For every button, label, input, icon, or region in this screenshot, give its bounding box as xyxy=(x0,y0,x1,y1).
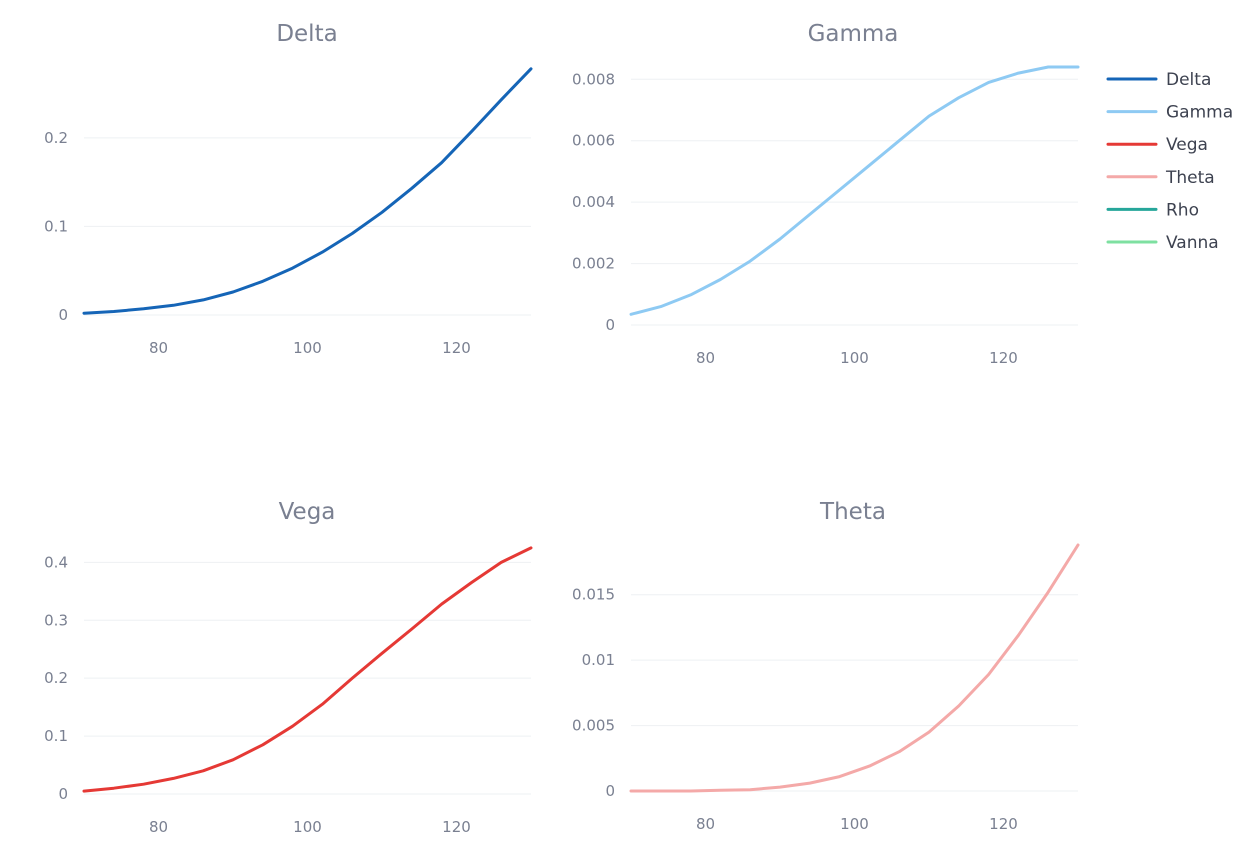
chart-panels: Delta 0 0.1 0.2 80 100 120 Gamma 0 0.002 0.004 0.00… xyxy=(44,21,1080,836)
legend-label: Vega xyxy=(1166,135,1208,155)
x-tick-label: 100 xyxy=(293,818,322,836)
y-tick-label: 0.2 xyxy=(44,669,68,687)
theta-panel: Theta 0 0.005 0.01 0.015 80 100 120 xyxy=(572,499,1080,833)
theta-line xyxy=(629,543,1080,793)
legend-item: Vanna xyxy=(1106,233,1219,253)
delta-panel: Delta 0 0.1 0.2 80 100 120 xyxy=(44,21,533,357)
x-tick-label: 120 xyxy=(442,339,471,357)
x-tick-label: 120 xyxy=(989,815,1018,833)
y-tick-label: 0.3 xyxy=(44,611,68,629)
y-tick-label: 0 xyxy=(58,785,68,803)
chart-title: Theta xyxy=(819,499,886,525)
x-tick-label: 80 xyxy=(696,815,715,833)
y-tick-label: 0.006 xyxy=(572,132,615,150)
legend-item: Rho xyxy=(1106,200,1199,220)
legend-label: Rho xyxy=(1166,200,1199,220)
gamma-panel: Gamma 0 0.002 0.004 0.006 0.008 80 100 120 xyxy=(572,21,1080,367)
x-tick-label: 100 xyxy=(840,349,869,367)
y-tick-label: 0.002 xyxy=(572,255,615,273)
y-tick-label: 0.4 xyxy=(44,553,68,571)
y-tick-label: 0.2 xyxy=(44,129,68,147)
x-tick-label: 120 xyxy=(989,349,1018,367)
x-tick-label: 80 xyxy=(149,339,168,357)
x-tick-label: 120 xyxy=(442,818,471,836)
x-tick-label: 100 xyxy=(293,339,322,357)
y-tick-label: 0.008 xyxy=(572,70,615,88)
legend-label: Theta xyxy=(1165,168,1215,188)
vega-line xyxy=(82,546,533,793)
legend-item: Vega xyxy=(1106,135,1208,155)
legend-item: Gamma xyxy=(1106,103,1233,123)
y-tick-label: 0.015 xyxy=(572,586,615,604)
legend: Delta Gamma Vega Theta Rho Vanna xyxy=(1106,70,1233,253)
chart-title: Delta xyxy=(276,21,337,47)
legend-label: Gamma xyxy=(1166,103,1233,123)
y-tick-label: 0.1 xyxy=(44,727,68,745)
x-tick-label: 80 xyxy=(696,349,715,367)
y-tick-label: 0 xyxy=(58,306,68,324)
y-tick-label: 0 xyxy=(605,782,615,800)
x-tick-label: 100 xyxy=(840,815,869,833)
y-tick-label: 0.004 xyxy=(572,193,615,211)
x-tick-label: 80 xyxy=(149,818,168,836)
legend-item: Theta xyxy=(1106,168,1215,188)
chart-title: Gamma xyxy=(808,21,899,47)
y-tick-label: 0.01 xyxy=(582,651,615,669)
gamma-line xyxy=(629,65,1080,316)
legend-item: Delta xyxy=(1106,70,1211,90)
y-tick-label: 0.1 xyxy=(44,217,68,235)
delta-line xyxy=(82,67,533,315)
chart-title: Vega xyxy=(279,499,336,525)
legend-label: Delta xyxy=(1166,70,1211,90)
y-tick-label: 0 xyxy=(605,316,615,334)
vega-panel: Vega 0 0.1 0.2 0.3 0.4 80 100 120 xyxy=(44,499,533,836)
y-tick-label: 0.005 xyxy=(572,717,615,735)
legend-label: Vanna xyxy=(1166,233,1219,253)
